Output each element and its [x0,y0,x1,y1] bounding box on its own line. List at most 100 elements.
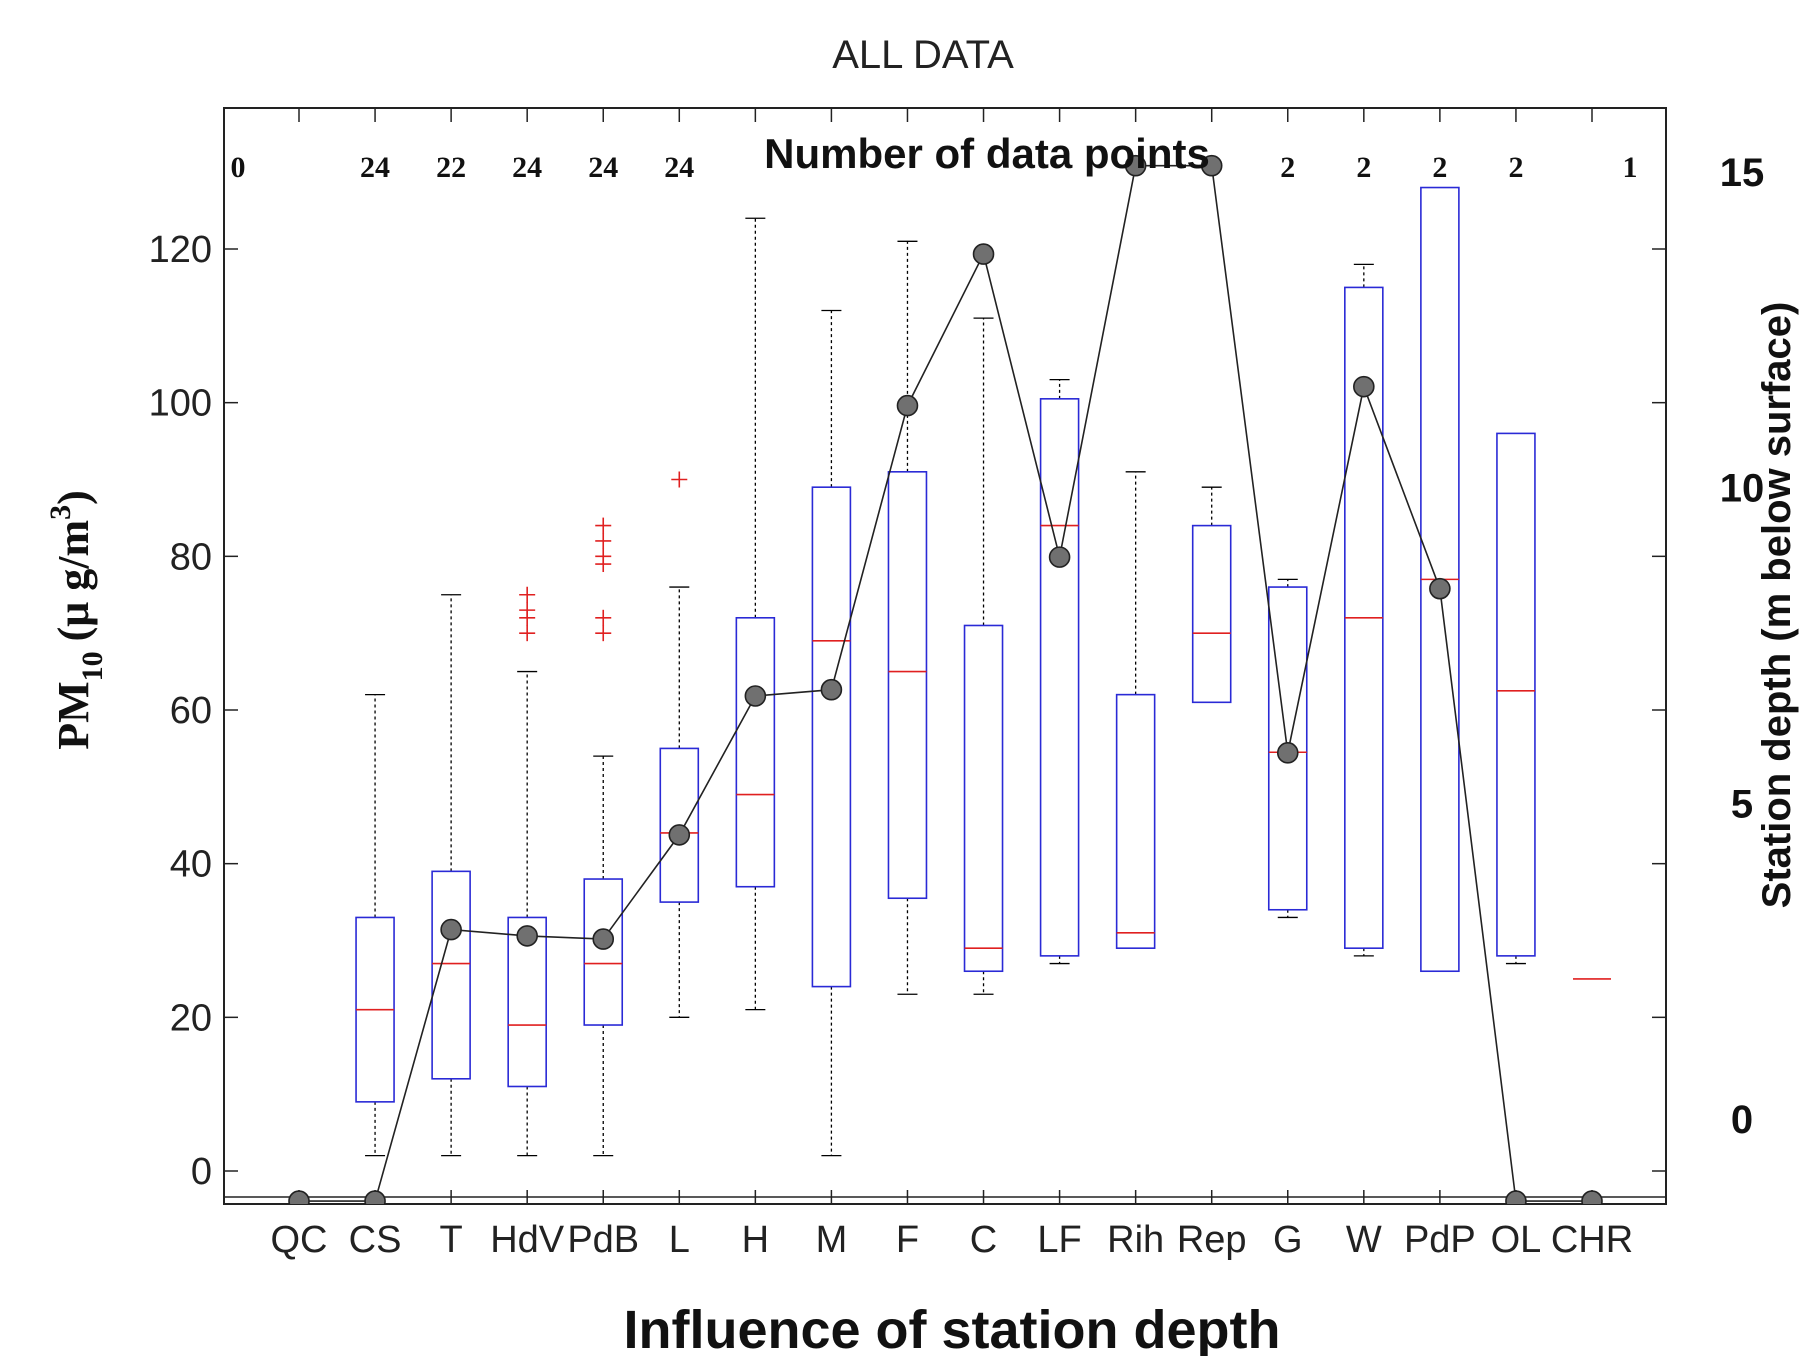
y2-tick-label: 10 [1720,467,1765,511]
x-tick-label: OL [1491,1219,1542,1261]
box-C [963,317,1004,995]
x-tick-label: HdV [490,1219,565,1261]
iqr-box [659,747,700,903]
y-tick-label: 100 [149,383,212,425]
iqr-box [735,616,776,888]
box-L [659,471,700,1018]
y-axis-right: 0 5 10 15 [1720,151,1765,1142]
iqr-box [1267,586,1308,911]
x-tick-label: C [970,1219,997,1261]
iqr-box [507,916,547,1088]
depth-marker-Rih [1124,154,1147,177]
y-tick-label: 60 [170,690,212,732]
depth-marker-L [668,824,691,846]
x-tick-label: L [669,1219,690,1261]
x-tick-label: T [440,1219,463,1261]
count-label: 24 [360,151,390,184]
count-label: 24 [588,151,618,184]
iqr-box [887,471,928,900]
x-tick-label: LF [1037,1219,1081,1261]
depth-marker-CHR [1581,1190,1603,1204]
x-tick-label: PdB [567,1219,639,1261]
box-T [431,594,471,1157]
box-F [887,240,928,995]
counts-annotation: Number of data points [764,130,1210,177]
box-CS [355,693,395,1157]
iqr-box [1039,398,1080,957]
count-label: 2 [1280,151,1295,184]
box-Rih [1115,471,1156,949]
y-tick-label: 120 [149,229,212,271]
depth-marker-HdV [516,925,538,947]
count-label: 2 [1356,151,1371,184]
x-tick-label: F [896,1219,919,1261]
depth-marker-PdB [592,928,615,950]
count-label: 0 [231,151,246,184]
depth-marker-OL [1505,1190,1527,1204]
iqr-box [583,878,624,1026]
count-label: 2 [1508,151,1523,184]
depth-series [288,154,1603,1204]
y-axis-label-close: ) [49,490,98,505]
y-axis-label-sup: 3 [44,505,77,520]
box-series [355,186,1611,1157]
count-label: 24 [512,151,542,184]
y-tick-label: 80 [170,536,212,578]
box-OL [1496,432,1536,965]
box-H [735,217,776,1011]
x-tick-label: Rih [1107,1219,1164,1261]
count-label: 24 [664,151,694,184]
x-tick-label: CS [349,1219,402,1261]
y-axis-label: PM10 (μ g/m3) [44,490,109,750]
depth-marker-Rep [1200,154,1223,177]
y2-axis-label: Station depth (m below surface) [1755,302,1799,909]
y2-tick-label: 0 [1731,1098,1753,1142]
box-Rep [1191,486,1232,704]
depth-line [299,164,1592,1202]
depth-marker-W [1353,375,1375,398]
x-tick-label: H [742,1219,769,1261]
y-tick-label: 20 [170,997,212,1039]
chart-title: ALL DATA [832,33,1014,77]
depth-marker-LF [1048,546,1071,568]
iqr-box [811,486,852,988]
depth-marker-CS [364,1190,386,1204]
count-label: 1 [1623,151,1638,184]
depth-marker-G [1276,742,1299,764]
plot-frame [223,107,1667,1205]
iqr-box [1496,432,1536,957]
y-tick-label: 40 [170,844,212,886]
y2-tick-label: 5 [1731,782,1753,826]
x-axis: QC CS T HdV PdB L H M F C LF Rih Rep G W PdP OL CHR [271,108,1633,1261]
y-axis-left: 0 20 40 60 80 100 120 [149,229,1666,1193]
iqr-box [431,870,471,1080]
iqr-box [1191,524,1232,704]
x-axis-label: Influence of station depth [624,1300,1281,1356]
iqr-box [963,624,1004,973]
box-PdB [583,517,624,1157]
x-tick-label: CHR [1551,1219,1633,1261]
box-W [1344,263,1384,957]
x-tick-label: W [1346,1219,1382,1261]
depth-marker-PdP [1429,577,1451,600]
x-tick-label: M [816,1219,848,1261]
x-tick-label: G [1273,1219,1303,1261]
x-tick-label: QC [271,1219,328,1261]
count-label: 2 [1432,151,1447,184]
y-tick-label: 0 [191,1151,212,1193]
depth-marker-T [440,918,462,941]
iqr-box [1115,693,1156,949]
box-LF [1039,378,1080,965]
y-axis-label-sub: 10 [76,651,109,681]
depth-marker-C [972,243,995,265]
data-point-counts: 0 24 22 24 24 24 2 2 2 2 1 [231,151,1638,184]
x-tick-label: PdP [1404,1219,1476,1261]
depth-marker-F [896,394,919,417]
box-HdV [507,586,547,1157]
y-axis-label-main: PM [49,681,98,749]
depth-marker-H [744,685,767,707]
y2-tick-label: 15 [1720,151,1765,195]
box-M [811,309,852,1157]
y-axis-label-unit: (μ g/m [49,520,98,641]
